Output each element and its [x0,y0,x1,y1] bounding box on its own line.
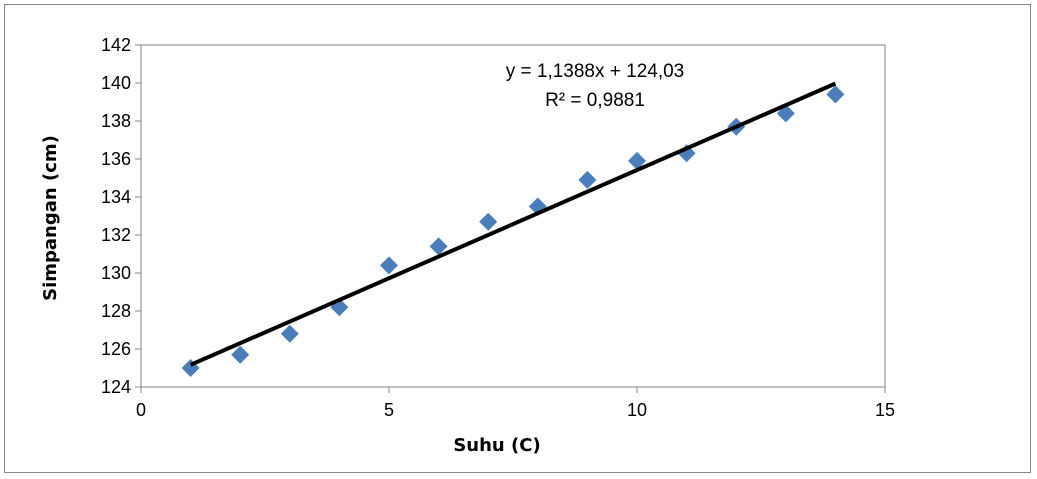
chart-frame [4,4,1031,473]
trendline-equation: y = 1,1388x + 124,03 [506,61,685,82]
x-tick-label: 5 [384,400,394,420]
x-axis-title: Suhu (C) [453,435,540,456]
x-tick-label: 15 [875,400,895,420]
y-tick-label: 132 [101,225,131,245]
data-point [231,345,250,364]
r-squared-label: R² = 0,9881 [545,90,645,111]
y-tick-label: 126 [101,339,131,359]
y-axis-title: Simpangan (cm) [40,135,61,301]
y-tick-label: 142 [101,35,131,55]
data-point [429,237,448,256]
x-tick-label: 0 [136,400,146,420]
y-tick-label: 134 [101,187,131,207]
y-tick-label: 138 [101,111,131,131]
data-point [280,324,299,343]
x-axis-ticks: 0 5 10 15 [136,387,895,420]
y-axis-ticks: 124 126 128 130 132 134 136 138 140 142 [101,35,141,397]
x-tick-label: 10 [627,400,647,420]
plot-area-border [140,44,886,388]
data-points [181,85,845,377]
data-point [479,212,498,231]
y-tick-label: 128 [101,301,131,321]
data-point [628,151,646,170]
data-point [380,256,398,275]
data-point [578,170,597,189]
y-tick-label: 124 [101,377,131,397]
y-tick-label: 130 [101,263,131,283]
y-tick-label: 136 [101,149,131,169]
trendline [189,81,837,367]
data-point [826,85,845,104]
y-tick-label: 140 [101,73,131,93]
